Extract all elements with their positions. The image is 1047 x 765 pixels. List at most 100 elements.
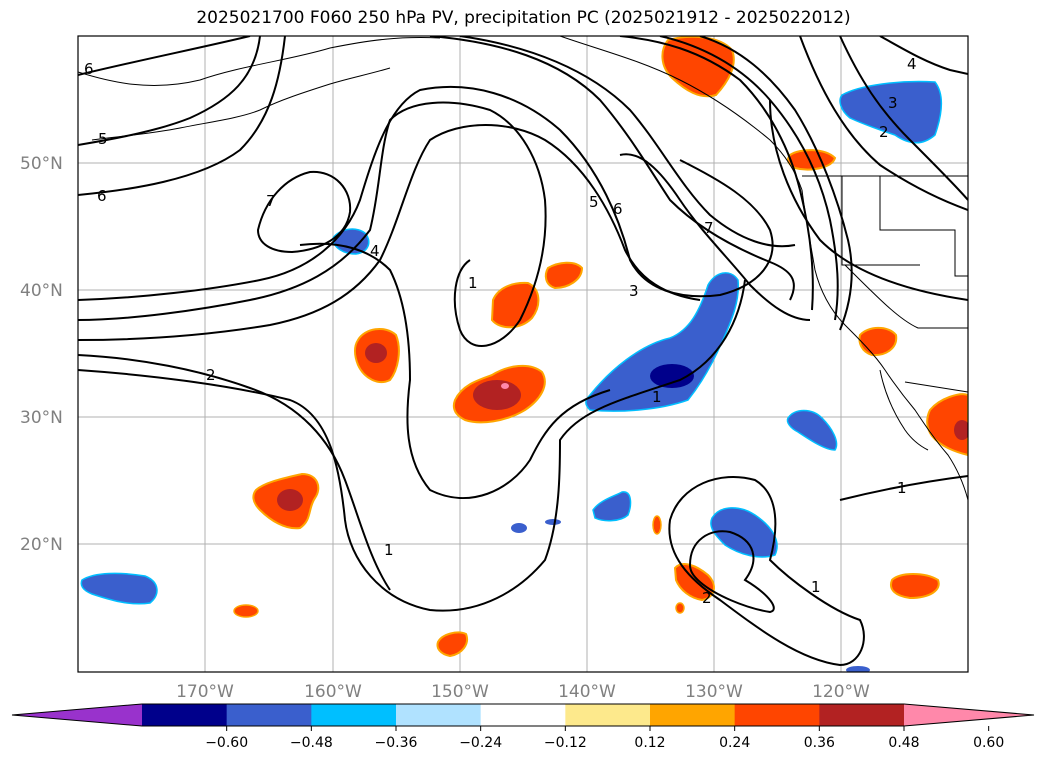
pv-contour-5-north bbox=[78, 36, 261, 146]
precip-core-mexico-pos bbox=[954, 420, 968, 440]
alaska-coast bbox=[78, 36, 441, 86]
pv-contours bbox=[78, 36, 968, 667]
contour-labels: 6 5 6 7 4 1 5 6 7 3 2 1 4 3 2 1 1 1 2 bbox=[84, 55, 917, 607]
pv-contour-1-se bbox=[839, 475, 968, 501]
precip-core-146w-pos bbox=[473, 380, 521, 410]
colorbar-tick-label: −0.36 bbox=[375, 735, 418, 751]
precip-blob-145w-neg bbox=[545, 519, 561, 525]
lat-label-20n: 20°N bbox=[20, 535, 63, 555]
precip-blob-alaska-neg bbox=[839, 80, 943, 144]
pv-contour-trough-3 bbox=[78, 124, 701, 341]
colorbar-tick-label: 0.36 bbox=[804, 735, 835, 751]
map-area bbox=[78, 36, 968, 672]
precip-blob-150w-pos bbox=[436, 631, 468, 658]
pv-contour-4-ridge bbox=[299, 242, 611, 499]
lon-label-150w: 150°W bbox=[431, 682, 489, 702]
contour-label-7: 5 bbox=[589, 193, 599, 211]
pv-contour-2-west bbox=[78, 354, 391, 591]
baja-peninsula bbox=[879, 369, 929, 451]
contour-label-5: 4 bbox=[370, 242, 380, 260]
state-border-1 bbox=[841, 176, 920, 266]
aleutian-chain bbox=[91, 67, 391, 141]
coastlines bbox=[78, 36, 968, 501]
colorbar-extension-high bbox=[904, 704, 1034, 726]
colorbar-tick-label: 0.24 bbox=[719, 735, 750, 751]
contour-label-16: 1 bbox=[897, 479, 907, 497]
precip-blob-147w-neg bbox=[511, 523, 527, 533]
colorbar-tick-label: −0.48 bbox=[290, 735, 333, 751]
lon-label-170w: 170°W bbox=[176, 682, 234, 702]
lat-label-40n: 40°N bbox=[20, 281, 63, 301]
colorbar-tick-label: 0.60 bbox=[973, 735, 1004, 751]
pv-contour-6-north bbox=[78, 36, 251, 76]
contour-label-18: 1 bbox=[384, 541, 394, 559]
colorbar-segment bbox=[734, 704, 820, 726]
contour-label-14: 3 bbox=[888, 94, 898, 112]
pv-contour-1-ne bbox=[769, 99, 968, 301]
precip-blob-134w-pos bbox=[652, 515, 662, 535]
precip-blob-158w-neg bbox=[332, 228, 370, 255]
colorbar-segment bbox=[311, 704, 397, 726]
precip-blob-mexico-pos bbox=[926, 393, 968, 457]
colorbar-tick-label: 0.48 bbox=[888, 735, 919, 751]
colorbar: −0.60 −0.48 −0.36 −0.24 −0.12 0.12 0.24 0.36 0.4… bbox=[11, 703, 1035, 751]
precip-negative-areas bbox=[80, 80, 943, 672]
colorbar-segment bbox=[142, 704, 228, 726]
pv-contour-7-closed bbox=[256, 170, 352, 254]
pv-contour-4-ne bbox=[879, 36, 968, 75]
precip-blob-137w-neg bbox=[592, 491, 632, 522]
precip-blob-130w-neg bbox=[710, 507, 778, 558]
precip-blob-115w-pos bbox=[890, 573, 940, 600]
map-frame bbox=[77, 35, 969, 673]
colorbar-segment bbox=[226, 704, 312, 726]
pv-contour-6-west bbox=[78, 36, 286, 196]
pv-contour-nw-2 bbox=[659, 36, 839, 321]
precip-blob-123w-neg bbox=[786, 409, 838, 451]
precip-blob-band-neg bbox=[585, 272, 740, 412]
precip-blob-south-neg bbox=[846, 666, 870, 672]
lat-label-30n: 30°N bbox=[20, 408, 63, 428]
state-border-2 bbox=[879, 176, 968, 277]
map-title: 2025021700 F060 250 hPa PV, precipitatio… bbox=[196, 8, 851, 28]
precip-peak-146w-pos bbox=[501, 383, 509, 389]
precip-blob-small-pos bbox=[675, 602, 685, 614]
precip-blob-118w-pos bbox=[858, 326, 898, 357]
contour-label-1: 6 bbox=[84, 60, 94, 78]
lon-label-140w: 140°W bbox=[558, 682, 616, 702]
colorbar-tick-label: 0.12 bbox=[634, 735, 665, 751]
contour-label-13: 4 bbox=[907, 55, 917, 73]
pv-contour-nw-3 bbox=[699, 36, 853, 331]
contour-label-17: 1 bbox=[811, 578, 821, 596]
pv-contour-1-big bbox=[78, 279, 746, 612]
colorbar-segment bbox=[650, 704, 736, 726]
precip-blob-143w-pos bbox=[544, 261, 584, 290]
colorbar-tick-label: −0.12 bbox=[544, 735, 587, 751]
pv-contour-low-outer bbox=[668, 475, 865, 667]
pv-contour-low-inner bbox=[688, 530, 775, 614]
colorbar-segment bbox=[819, 704, 905, 726]
pv-contour-trough-1 bbox=[78, 101, 547, 347]
lon-label-130w: 130°W bbox=[685, 682, 743, 702]
contour-label-15: 2 bbox=[879, 123, 889, 141]
precip-blob-147w-pos bbox=[490, 281, 540, 329]
lon-label-120w: 120°W bbox=[812, 682, 870, 702]
latitude-labels: 50°N 40°N 30°N 20°N bbox=[20, 154, 63, 555]
colorbar-extension-low bbox=[12, 704, 142, 726]
pv-contour-3-ne bbox=[839, 36, 968, 201]
pv-contour-3-east bbox=[619, 153, 811, 321]
colorbar-segment bbox=[565, 704, 651, 726]
contour-label-4: 7 bbox=[266, 192, 276, 210]
contour-label-3: 6 bbox=[97, 187, 107, 205]
pv-contour-trough-2 bbox=[78, 86, 774, 301]
state-border-3 bbox=[844, 264, 968, 329]
colorbar-tick-label: −0.24 bbox=[459, 735, 502, 751]
contour-label-19: 2 bbox=[702, 589, 712, 607]
contour-label-8: 6 bbox=[613, 200, 623, 218]
contour-label-12: 1 bbox=[652, 388, 662, 406]
contour-label-9: 7 bbox=[704, 219, 714, 237]
colorbar-segment bbox=[480, 704, 566, 726]
contour-label-6: 1 bbox=[468, 274, 478, 292]
precip-positive-areas bbox=[233, 36, 968, 658]
pv-contour-nw-1 bbox=[619, 36, 814, 311]
